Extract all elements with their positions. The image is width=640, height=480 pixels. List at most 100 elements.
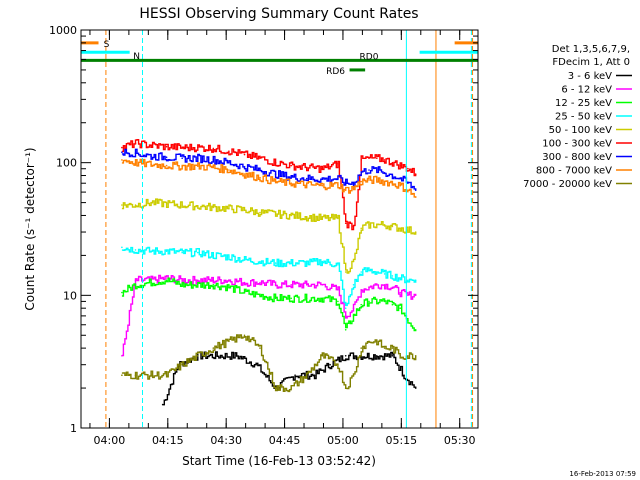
legend-label: 6 - 12 keV <box>561 85 612 96</box>
series-point-12-25-kev-11 <box>290 297 293 300</box>
marker-layer: S N RD0 RD6 <box>81 30 478 428</box>
series-point-7000-20000-kev-14 <box>337 363 339 366</box>
legend-label: 300 - 800 keV <box>542 152 612 163</box>
series-point-7000-20000-kev-2 <box>150 374 152 377</box>
series-point-12-25-kev-23 <box>407 319 409 322</box>
series-point-12-25-kev-18 <box>368 300 370 303</box>
series-point-300-800-kev-16 <box>352 182 355 184</box>
series-point-25-50-kev-8 <box>243 259 246 261</box>
series-point-12-25-kev-24 <box>414 329 417 331</box>
series-point-7000-20000-kev-16 <box>352 374 355 377</box>
series-point-50-100-kev-20 <box>383 224 386 226</box>
series-point-300-800-kev-18 <box>368 169 370 171</box>
legend-label: 12 - 25 keV <box>555 98 612 109</box>
series-point-100-300-kev-19 <box>376 157 378 159</box>
series-point-7000-20000-kev-6 <box>212 347 215 349</box>
series-point-100-300-kev-14 <box>337 163 339 165</box>
series-point-7000-20000-kev-1 <box>134 374 137 377</box>
series-point-12-25-kev-19 <box>376 300 378 303</box>
axis-layer: 1 10 100 1000 04:00 04:15 04:30 04:45 05:00 05:15… <box>49 24 478 447</box>
series-point-50-100-kev-8 <box>243 209 246 211</box>
series-point-7000-20000-kev-24 <box>414 355 417 357</box>
series-point-300-800-kev-21 <box>391 174 394 177</box>
series-point-7000-20000-kev-9 <box>259 347 261 349</box>
series-point-300-800-kev-14 <box>337 177 339 180</box>
series-point-800-7000-kev-7 <box>228 169 230 171</box>
series-point-50-100-kev-3 <box>165 203 168 205</box>
series-point-7000-20000-kev-17 <box>360 347 363 349</box>
series-line-50-100-kev <box>121 198 417 274</box>
series-point-300-800-kev-7 <box>228 161 230 164</box>
series-point-25-50-kev-17 <box>360 271 363 273</box>
series-point-12-25-kev-13 <box>321 297 324 300</box>
series-point-800-7000-kev-21 <box>391 182 394 184</box>
series-point-800-7000-kev-11 <box>290 182 293 184</box>
series-point-300-800-kev-11 <box>290 176 293 178</box>
series-point-25-50-kev-1 <box>134 249 137 251</box>
series-point-6-12-kev-20 <box>383 284 386 286</box>
series-point-100-300-kev-21 <box>391 161 394 164</box>
series-point-300-800-kev-22 <box>399 177 402 180</box>
series-point-50-100-kev-17 <box>360 227 363 230</box>
plot-frame <box>80 29 479 429</box>
series-point-100-300-kev-22 <box>399 164 402 167</box>
series-point-100-300-kev-24 <box>414 173 417 175</box>
series-point-300-800-kev-3 <box>165 156 168 158</box>
series-point-3-6-kev-3 <box>216 355 218 357</box>
series-point-3-6-kev-8 <box>313 374 316 377</box>
series-point-25-50-kev-24 <box>414 279 417 282</box>
y-tick-label: 10 <box>63 289 77 302</box>
series-point-3-6-kev-12 <box>376 355 378 357</box>
series-point-300-800-kev-4 <box>181 157 183 159</box>
series-point-12-25-kev-15 <box>344 329 347 331</box>
series-point-12-25-kev-16 <box>352 315 355 317</box>
series-point-100-300-kev-17 <box>360 159 363 161</box>
series-point-800-7000-kev-1 <box>134 161 137 164</box>
series-line-7000-20000-kev <box>121 334 417 393</box>
series-point-50-100-kev-23 <box>407 229 409 231</box>
series-point-3-6-kev-10 <box>344 355 347 357</box>
series-point-7000-20000-kev-4 <box>181 363 183 366</box>
series-line-12-25-kev <box>121 277 417 332</box>
series-point-100-300-kev-20 <box>383 159 386 161</box>
series-point-3-6-kev-7 <box>294 374 296 377</box>
series-point-7000-20000-kev-13 <box>321 355 324 357</box>
series-point-50-100-kev-2 <box>150 201 152 204</box>
series-point-25-50-kev-16 <box>352 284 355 286</box>
series-point-6-12-kev-9 <box>259 281 261 284</box>
series-line-300-800-kev <box>121 148 417 191</box>
series-point-7000-20000-kev-5 <box>197 355 199 357</box>
series-point-12-25-kev-22 <box>399 307 402 310</box>
series-point-6-12-kev-3 <box>165 277 168 279</box>
series-point-25-50-kev-23 <box>407 279 409 282</box>
series-point-300-800-kev-1 <box>134 152 137 154</box>
series-point-6-12-kev-15 <box>344 315 347 317</box>
series-point-6-12-kev-17 <box>360 289 363 291</box>
series-point-50-100-kev-24 <box>414 231 417 233</box>
x-tick-label: 05:00 <box>327 434 359 447</box>
status-label-rd6: RD6 <box>326 67 345 77</box>
series-point-100-300-kev-4 <box>181 146 183 149</box>
series-point-3-6-kev-14 <box>403 374 405 377</box>
series-point-300-800-kev-12 <box>305 177 308 180</box>
x-tick-label: 04:45 <box>269 434 301 447</box>
series-point-6-12-kev-0 <box>121 355 123 357</box>
series-point-6-12-kev-6 <box>212 279 215 282</box>
series-point-50-100-kev-15 <box>344 271 347 273</box>
series-point-100-300-kev-23 <box>407 167 409 170</box>
series-point-7000-20000-kev-20 <box>383 347 386 349</box>
series-point-6-12-kev-1 <box>134 279 137 282</box>
series-point-6-12-kev-18 <box>368 286 370 289</box>
y-axis-label: Count Rate (s⁻¹ detector⁻¹) <box>23 147 37 310</box>
series-point-12-25-kev-8 <box>243 291 246 294</box>
series-point-800-7000-kev-8 <box>243 173 246 175</box>
series-point-800-7000-kev-16 <box>352 187 355 190</box>
x-axis-label: Start Time (16-Feb-13 03:52:42) <box>182 454 376 468</box>
series-point-7000-20000-kev-10 <box>274 387 277 389</box>
series-point-7000-20000-kev-18 <box>368 340 370 343</box>
series-point-100-300-kev-12 <box>305 166 308 169</box>
series-point-12-25-kev-4 <box>181 284 183 286</box>
series-point-100-300-kev-7 <box>228 150 230 152</box>
legend-header-line-1: Det 1,3,5,6,7,9, <box>552 44 630 55</box>
